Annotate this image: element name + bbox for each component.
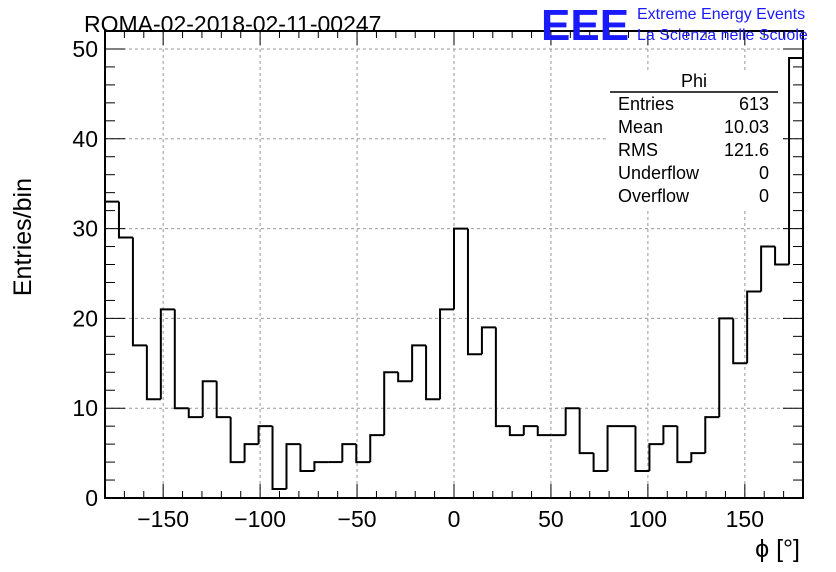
histogram-bin bbox=[257, 425, 273, 445]
histogram-bin bbox=[425, 345, 441, 401]
histogram-bin bbox=[704, 416, 720, 454]
stats-row-label: Entries bbox=[618, 94, 674, 114]
histogram-bin bbox=[634, 426, 650, 473]
stats-row-value: 0 bbox=[759, 163, 769, 183]
histogram-bin bbox=[397, 372, 413, 383]
histogram-bin bbox=[131, 237, 147, 347]
stats-box-title: Phi bbox=[681, 71, 707, 91]
histogram-bin bbox=[564, 407, 580, 436]
histogram-bin bbox=[606, 425, 622, 472]
y-tick-label: 20 bbox=[72, 305, 98, 331]
histogram-bin bbox=[662, 425, 678, 445]
histogram-bin bbox=[159, 308, 175, 400]
histogram-bin bbox=[592, 453, 608, 473]
x-tick-label: −100 bbox=[234, 506, 286, 532]
histogram-bin bbox=[774, 246, 790, 266]
axis-ticks bbox=[105, 30, 803, 499]
histogram-bin bbox=[369, 434, 385, 463]
x-tick-label: −150 bbox=[137, 506, 189, 532]
stats-row-value: 121.6 bbox=[724, 140, 769, 160]
histogram-bin bbox=[676, 426, 692, 464]
histogram-bin bbox=[508, 426, 524, 437]
histogram-bin bbox=[243, 443, 259, 463]
histogram-bin bbox=[355, 444, 371, 464]
histogram-bin bbox=[732, 318, 748, 365]
histogram-bin bbox=[341, 443, 357, 463]
histogram-bin bbox=[578, 408, 594, 455]
eee-logo-line2: La Scienza nelle Scuole bbox=[637, 27, 808, 44]
stats-box: Phi Entries 613 Mean 10.03 RMS 121.6 Underflow… bbox=[608, 70, 780, 210]
stats-row-label: Underflow bbox=[618, 163, 700, 183]
eee-logo-line1: Extreme Energy Events bbox=[637, 6, 805, 23]
histogram-bin bbox=[383, 371, 399, 436]
histogram-bin bbox=[229, 417, 245, 464]
y-axis-label: Entries/bin bbox=[9, 178, 37, 296]
histogram-bin bbox=[746, 290, 762, 364]
histogram-bin bbox=[648, 443, 664, 472]
histogram-bin bbox=[117, 201, 133, 239]
histogram-bin bbox=[788, 56, 803, 265]
x-tick-label: 150 bbox=[726, 506, 764, 532]
y-tick-labels: 0 10 20 30 40 50 bbox=[72, 36, 98, 511]
histogram-bin bbox=[718, 317, 734, 418]
stats-row-value: 0 bbox=[759, 186, 769, 206]
x-tick-label: 50 bbox=[538, 506, 564, 532]
histogram-bin bbox=[466, 228, 482, 356]
histogram-bin bbox=[522, 425, 538, 436]
histogram-bin bbox=[453, 227, 468, 310]
histogram-bin bbox=[411, 344, 427, 382]
histogram-bin bbox=[215, 381, 231, 419]
chart-title: ROMA-02-2018-02-11-00247 bbox=[84, 11, 381, 37]
stats-row-value: 10.03 bbox=[724, 117, 769, 137]
stats-row-label: Mean bbox=[618, 117, 663, 137]
histogram-bin bbox=[536, 426, 552, 437]
x-tick-labels: −150 −100 −50 0 50 100 150 bbox=[137, 506, 764, 532]
y-tick-label: 10 bbox=[72, 395, 98, 421]
y-tick-label: 40 bbox=[72, 126, 98, 152]
y-tick-label: 50 bbox=[72, 36, 98, 62]
stats-box-background bbox=[608, 70, 780, 210]
histogram-bin bbox=[187, 408, 203, 419]
histogram-bars bbox=[104, 56, 803, 498]
histogram-bin bbox=[285, 443, 301, 490]
x-tick-label: 100 bbox=[629, 506, 667, 532]
histogram-bin bbox=[760, 245, 776, 292]
histogram-bin bbox=[494, 327, 510, 428]
histogram-bin bbox=[313, 461, 329, 472]
y-tick-label: 30 bbox=[72, 216, 98, 242]
x-tick-label: 0 bbox=[448, 506, 461, 532]
x-tick-label: −50 bbox=[338, 506, 377, 532]
eee-logo-mark: EEE bbox=[541, 1, 629, 50]
eee-logo: EEE Extreme Energy Events La Scienza nel… bbox=[541, 1, 808, 50]
stats-row-label: Overflow bbox=[618, 186, 690, 206]
histogram-bin bbox=[439, 308, 454, 400]
y-tick-label: 0 bbox=[85, 485, 98, 511]
histogram-bin bbox=[299, 444, 315, 473]
stats-row-label: RMS bbox=[618, 140, 658, 160]
histogram-bin bbox=[271, 426, 287, 491]
histogram-bin bbox=[201, 380, 217, 418]
stats-row-value: 613 bbox=[739, 94, 769, 114]
histogram-bin bbox=[690, 452, 706, 463]
stats-box-rows: Entries 613 Mean 10.03 RMS 121.6 Underflow 0 Ove… bbox=[618, 94, 769, 206]
histogram-bin bbox=[173, 309, 189, 410]
x-axis-label: ϕ [°] bbox=[755, 535, 800, 563]
histogram-bin bbox=[145, 345, 161, 401]
histogram-bin bbox=[480, 326, 496, 355]
